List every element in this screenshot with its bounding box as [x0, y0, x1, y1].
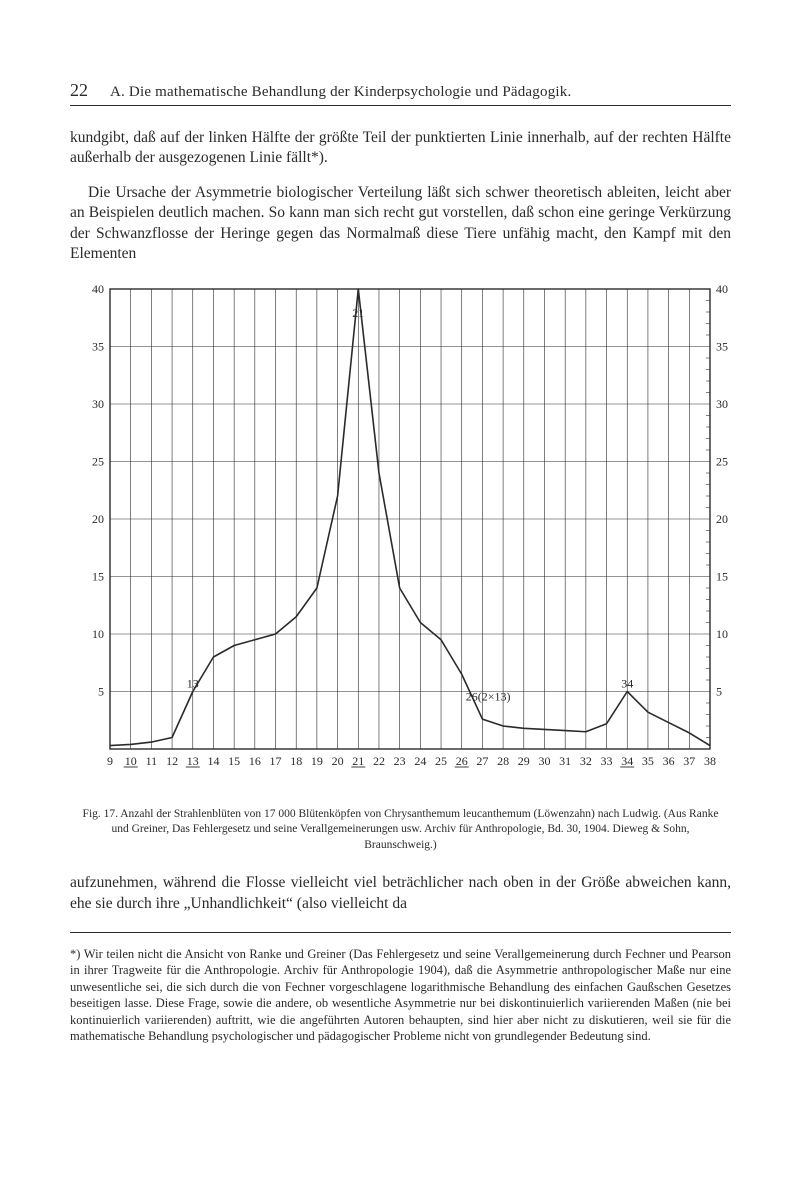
svg-text:26(2×13): 26(2×13) — [466, 689, 511, 703]
svg-text:20: 20 — [716, 512, 728, 526]
svg-text:34: 34 — [621, 754, 633, 768]
svg-text:24: 24 — [414, 754, 426, 768]
svg-text:30: 30 — [92, 397, 104, 411]
svg-text:33: 33 — [601, 754, 613, 768]
svg-text:20: 20 — [332, 754, 344, 768]
paragraph-1: kundgibt, daß auf der linken Hälfte der … — [70, 128, 731, 169]
svg-text:25: 25 — [92, 454, 104, 468]
svg-text:11: 11 — [146, 754, 158, 768]
svg-text:31: 31 — [559, 754, 571, 768]
svg-text:16: 16 — [249, 754, 261, 768]
svg-text:37: 37 — [683, 754, 695, 768]
running-head: 22 A. Die mathematische Behandlung der K… — [70, 80, 731, 106]
svg-text:30: 30 — [538, 754, 550, 768]
svg-text:14: 14 — [207, 754, 219, 768]
svg-text:23: 23 — [394, 754, 406, 768]
svg-text:35: 35 — [642, 754, 654, 768]
svg-text:10: 10 — [92, 627, 104, 641]
paragraph-3: aufzunehmen, während die Flosse vielleic… — [70, 873, 731, 914]
svg-text:15: 15 — [228, 754, 240, 768]
svg-text:15: 15 — [716, 569, 728, 583]
svg-text:32: 32 — [580, 754, 592, 768]
svg-text:19: 19 — [311, 754, 323, 768]
svg-text:21: 21 — [352, 306, 364, 320]
svg-text:12: 12 — [166, 754, 178, 768]
svg-text:30: 30 — [716, 397, 728, 411]
svg-text:5: 5 — [716, 684, 722, 698]
svg-text:34: 34 — [621, 676, 633, 690]
svg-text:10: 10 — [125, 754, 137, 768]
svg-text:22: 22 — [373, 754, 385, 768]
svg-text:25: 25 — [435, 754, 447, 768]
svg-text:26: 26 — [456, 754, 468, 768]
paragraph-2: Die Ursache der Asymmetrie biologischer … — [70, 183, 731, 265]
svg-text:28: 28 — [497, 754, 509, 768]
svg-text:40: 40 — [92, 282, 104, 296]
svg-text:21: 21 — [352, 754, 364, 768]
svg-text:20: 20 — [92, 512, 104, 526]
figure: 5 5 10 10 15 15 20 20 25 25 30 30 35 35 40 40 9 10 11 12 13 1… — [70, 279, 731, 799]
page-number: 22 — [70, 80, 88, 101]
svg-text:10: 10 — [716, 627, 728, 641]
figure-caption: Fig. 17. Anzahl der Strahlenblüten von 1… — [80, 807, 721, 854]
running-title: A. Die mathematische Behandlung der Kind… — [110, 84, 571, 101]
svg-text:9: 9 — [107, 754, 113, 768]
footnote: *) Wir teilen nicht die Ansicht von Rank… — [70, 946, 731, 1045]
page: 22 A. Die mathematische Behandlung der K… — [0, 0, 801, 1200]
svg-text:25: 25 — [716, 454, 728, 468]
svg-text:17: 17 — [270, 754, 282, 768]
line-chart: 5 5 10 10 15 15 20 20 25 25 30 30 35 35 40 40 9 10 11 12 13 1… — [70, 279, 730, 799]
svg-text:13: 13 — [187, 676, 199, 690]
svg-text:29: 29 — [518, 754, 530, 768]
svg-text:15: 15 — [92, 569, 104, 583]
footnote-separator — [70, 932, 731, 933]
svg-text:40: 40 — [716, 282, 728, 296]
svg-text:38: 38 — [704, 754, 716, 768]
svg-text:35: 35 — [92, 339, 104, 353]
svg-text:35: 35 — [716, 339, 728, 353]
svg-text:18: 18 — [290, 754, 302, 768]
svg-text:27: 27 — [476, 754, 488, 768]
svg-text:36: 36 — [663, 754, 675, 768]
svg-text:5: 5 — [98, 684, 104, 698]
svg-text:13: 13 — [187, 754, 199, 768]
